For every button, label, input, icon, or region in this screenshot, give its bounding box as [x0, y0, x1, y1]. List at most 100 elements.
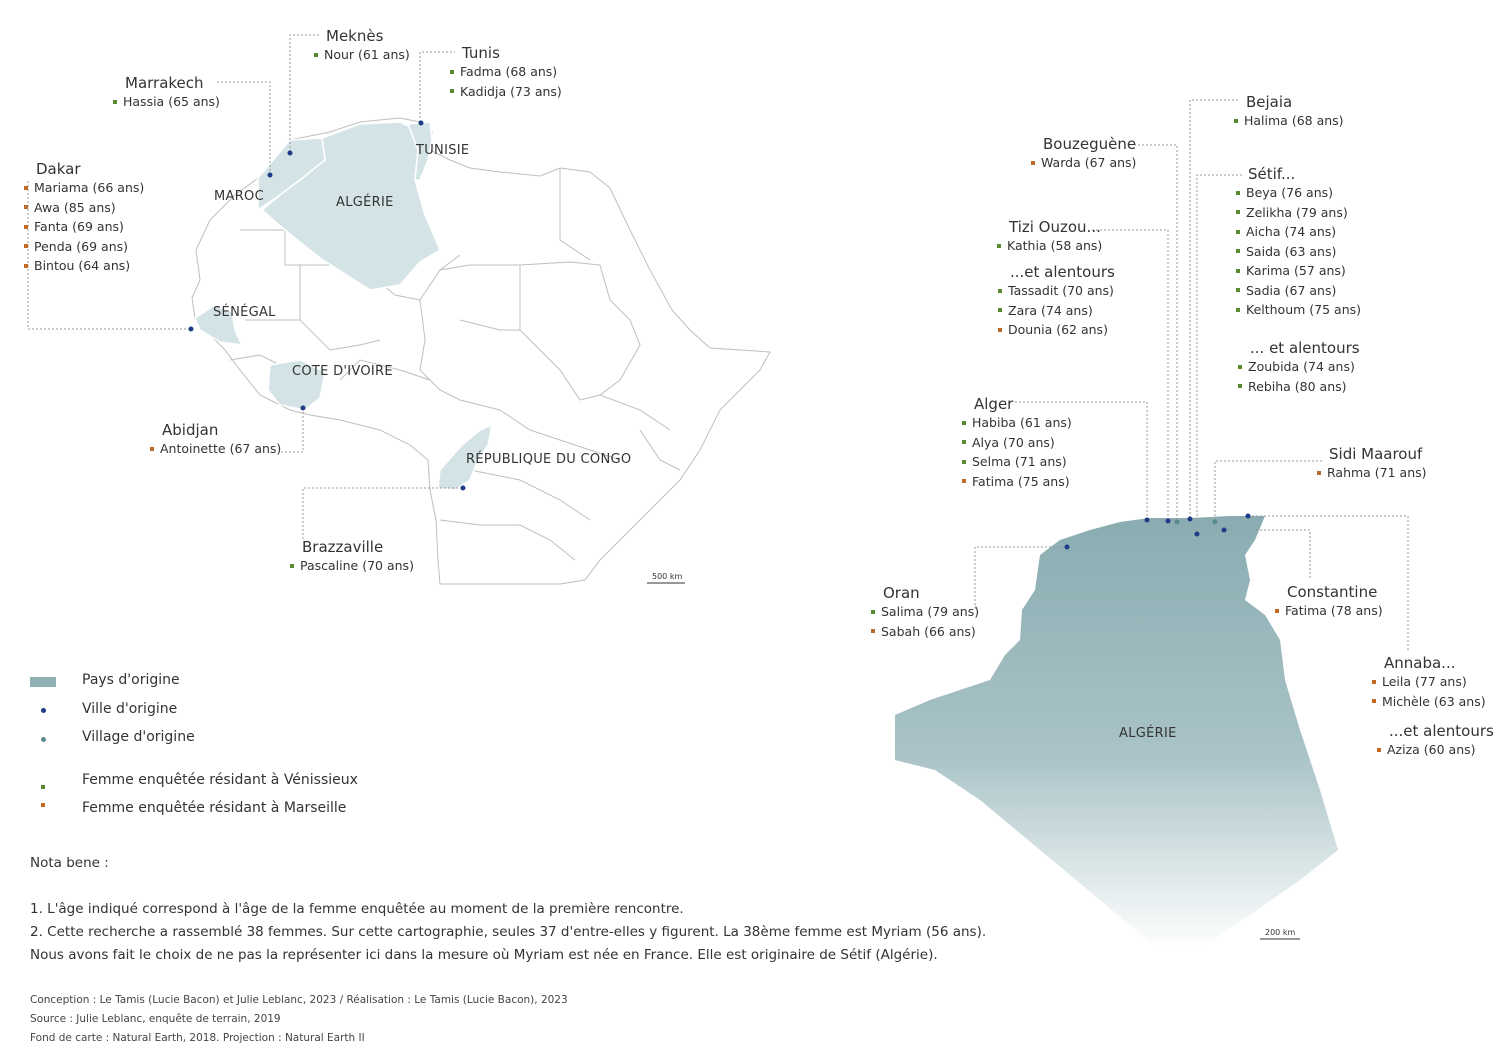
woman-entry: Nour (61 ans) [314, 45, 410, 65]
residence-marker [1236, 229, 1240, 234]
woman-entry: Kathia (58 ans) [997, 236, 1102, 256]
city-block-marrakech: Marrakech Hassia (65 ans) [113, 74, 220, 112]
woman-entry: Sadia (67 ans) [1236, 281, 1361, 301]
woman-entry: Hassia (65 ans) [113, 92, 220, 112]
residence-marker [1372, 699, 1376, 703]
congo-shape [437, 423, 494, 491]
city-block-abidjan: Abidjan Antoinette (67 ans) [150, 421, 281, 459]
woman-entry: Penda (69 ans) [24, 237, 144, 257]
residence-marker [290, 563, 294, 568]
city-block-tizi-alentours: ...et alentours Tassadit (70 ans) Zara (… [998, 263, 1115, 340]
credit-conception: Conception : Le Tamis (Lucie Bacon) et J… [30, 994, 568, 1006]
woman-name: Nour (61 ans) [324, 47, 410, 62]
country-label-tunisie: TUNISIE [416, 143, 470, 158]
algeria-detail-shape [895, 516, 1338, 950]
residence-marker [1031, 160, 1035, 165]
residence-marker [1238, 364, 1242, 369]
city-title: Brazzaville [302, 538, 384, 556]
border [519, 265, 581, 401]
legend-label-marseille: Femme enquêtée résidant à Marseille [82, 800, 347, 816]
residence-marker [113, 99, 117, 104]
dot-dakar [188, 326, 194, 332]
border [639, 429, 681, 471]
woman-name: Sabah (66 ans) [881, 623, 976, 639]
legend-venissieux-marker [41, 785, 45, 789]
city-block-brazzaville: Brazzaville Pascaline (70 ans) [290, 538, 414, 576]
city-title: Tunis [462, 44, 500, 62]
woman-entry: Bintou (64 ans) [24, 256, 144, 276]
woman-name: Hassia (65 ans) [123, 94, 220, 109]
dot-bejaia [1187, 516, 1193, 522]
woman-entry: Pascaline (70 ans) [290, 556, 414, 576]
residence-marker [1234, 118, 1238, 123]
city-block-meknes: Meknès Nour (61 ans) [314, 27, 410, 65]
woman-name: Fatima (75 ans) [972, 473, 1070, 489]
country-label-congo: RÉPUBLIQUE DU CONGO [466, 452, 632, 467]
city-title: Abidjan [162, 421, 219, 439]
credit-fond: Fond de carte : Natural Earth, 2018. Pro… [30, 1032, 365, 1044]
city-title: Sidi Maarouf [1329, 445, 1423, 463]
residence-marker [150, 446, 154, 451]
city-block-annaba: Annaba... Leila (77 ans) Michèle (63 ans… [1372, 654, 1486, 711]
woman-name: Tassadit (70 ans) [1008, 283, 1114, 298]
nota-title: Nota bene : [30, 855, 109, 871]
woman-entry: Tassadit (70 ans) [998, 281, 1115, 301]
woman-entry: Warda (67 ans) [1031, 153, 1136, 173]
tunisie-shape [406, 121, 433, 181]
residence-marker [24, 205, 28, 209]
residence-marker [1377, 747, 1381, 752]
woman-entry: Michèle (63 ans) [1372, 692, 1486, 712]
woman-name: Halima (68 ans) [1244, 113, 1344, 128]
border [240, 229, 301, 321]
border [459, 319, 520, 331]
woman-entry: Selma (71 ans) [962, 452, 1072, 472]
woman-name: Karima (57 ans) [1246, 263, 1346, 278]
woman-entry: Aicha (74 ans) [1236, 222, 1361, 242]
woman-entry: Kadidja (73 ans) [450, 82, 562, 102]
country-label-cote: COTE D'IVOIRE [292, 364, 393, 379]
woman-name: Michèle (63 ans) [1382, 693, 1486, 709]
residence-marker [962, 420, 966, 425]
country-label-senegal: SÉNÉGAL [213, 305, 276, 320]
woman-name: Rebiha (80 ans) [1248, 378, 1347, 394]
scale-label-africa: 500 km [652, 572, 683, 581]
city-title: ...et alentours [1010, 263, 1115, 281]
legend-label-ville: Ville d'origine [82, 701, 178, 717]
woman-entry: Salima (79 ans) [871, 602, 979, 622]
residence-marker [962, 440, 966, 444]
city-block-setif: Sétif... Beya (76 ans) Zelikha (79 ans) … [1236, 165, 1361, 320]
city-dots [188, 120, 1251, 550]
woman-name: Beya (76 ans) [1246, 185, 1334, 200]
woman-name: Selma (71 ans) [972, 454, 1067, 469]
border [439, 519, 576, 561]
woman-name: Bintou (64 ans) [34, 258, 131, 273]
border [579, 394, 671, 431]
credit-source: Source : Julie Leblanc, enquête de terra… [30, 1013, 281, 1025]
city-block-constantine: Constantine Fatima (78 ans) [1275, 583, 1383, 621]
city-title: ... et alentours [1250, 339, 1360, 357]
woman-entry: Rahma (71 ans) [1317, 463, 1427, 483]
city-block-tunis: Tunis Fadma (68 ans) Kadidja (73 ans) [450, 44, 562, 101]
cote-shape [267, 359, 326, 411]
woman-entry: Zelikha (79 ans) [1236, 203, 1361, 223]
city-block-tizi: Tizi Ouzou... Kathia (58 ans) [997, 218, 1102, 256]
residence-marker [998, 288, 1002, 293]
city-title: Oran [883, 584, 920, 602]
border [339, 359, 431, 381]
woman-name: Fadma (68 ans) [460, 64, 558, 79]
city-title: Sétif... [1248, 165, 1296, 183]
residence-marker [962, 459, 966, 464]
woman-name: Aicha (74 ans) [1246, 224, 1337, 239]
woman-name: Awa (85 ans) [34, 199, 116, 215]
legend-label-venissieux: Femme enquêtée résidant à Vénissieux [82, 772, 358, 788]
border [499, 409, 621, 461]
city-block-oran: Oran Salima (79 ans) Sabah (66 ans) [871, 584, 979, 641]
woman-name: Alya (70 ans) [972, 434, 1055, 450]
border [599, 264, 641, 396]
city-title: Dakar [36, 160, 81, 178]
residence-marker [1236, 307, 1240, 312]
woman-entry: Kelthoum (75 ans) [1236, 300, 1361, 320]
leader-lines [27, 34, 1409, 650]
senegal-shape [194, 304, 244, 346]
woman-entry: Habiba (61 ans) [962, 413, 1072, 433]
